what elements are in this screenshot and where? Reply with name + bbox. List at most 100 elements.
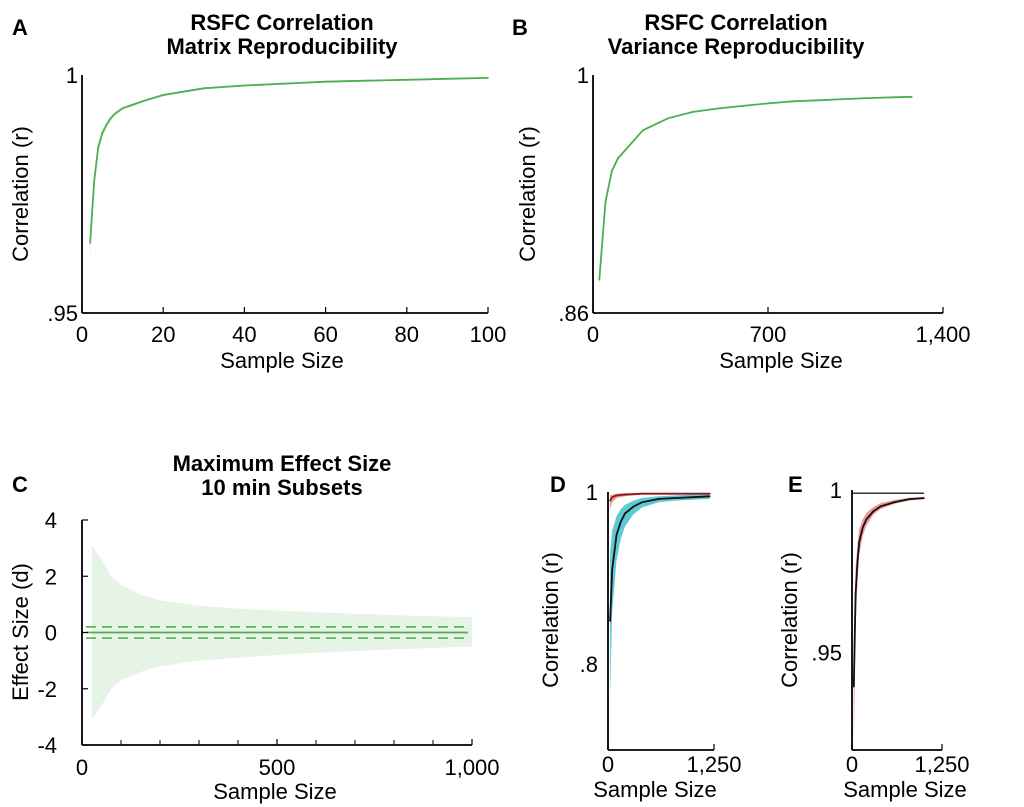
data-point [658, 498, 660, 500]
chart-title-line: Maximum Effect Size [173, 451, 392, 476]
series-band [610, 494, 710, 699]
x-tick-label: 100 [470, 322, 507, 347]
x-tick-label: 1,400 [915, 322, 970, 347]
chart-title-line: Variance Reproducibility [608, 34, 866, 59]
data-point [792, 100, 794, 103]
data-point [642, 129, 644, 132]
x-tick-label: 0 [846, 752, 858, 777]
series-line [89, 77, 489, 244]
data-point [880, 505, 882, 508]
data-point [101, 132, 104, 134]
series-band [90, 77, 488, 262]
panel-letter: D [550, 472, 566, 497]
data-point [113, 113, 116, 115]
data-point [615, 534, 618, 536]
data-point [624, 493, 626, 496]
data-point [632, 505, 635, 508]
data-point [675, 492, 677, 495]
x-tick-label: 1,000 [444, 755, 499, 780]
data-point [243, 84, 246, 87]
data-point [487, 77, 489, 79]
data-point [867, 97, 869, 99]
panel-e: E 0 1,250 .95 1 Sample Size Correlation (r) [777, 472, 970, 802]
y-tick-label: .95 [811, 641, 842, 666]
x-axis-label: Sample Size [213, 779, 337, 804]
data-point [817, 99, 819, 102]
data-point [609, 499, 611, 502]
panel-letter: A [12, 15, 28, 40]
x-tick-label: 0 [76, 755, 88, 780]
data-point [865, 518, 868, 521]
panel-letter: E [788, 472, 803, 497]
x-tick-label: 0 [602, 752, 614, 777]
y-tick-label: 1 [66, 63, 78, 88]
data-point [97, 146, 100, 149]
x-axis-label: Sample Size [843, 777, 967, 802]
data-point [604, 200, 607, 203]
data-point [324, 80, 327, 83]
x-tick-label: 0 [587, 322, 599, 347]
data-point [284, 82, 286, 85]
data-point [742, 105, 744, 107]
y-tick-label: 4 [45, 508, 57, 533]
data-point [615, 494, 618, 497]
data-point [667, 117, 669, 120]
data-point [692, 111, 694, 113]
x-tick-label: 500 [259, 755, 296, 780]
x-axis-label: Sample Size [220, 348, 344, 373]
x-tick-label: 0 [76, 322, 88, 347]
y-axis-label: Correlation (r) [8, 126, 33, 262]
data-point [365, 79, 368, 82]
panel-d: D 0 1,250 .8 1 Sample Size Correlation (r) [538, 472, 742, 802]
chart-title-line: RSFC Correlation [190, 10, 373, 35]
data-point [692, 492, 694, 495]
data-point [858, 541, 860, 543]
data-point [446, 78, 449, 80]
data-point [617, 157, 619, 160]
data-point [842, 98, 844, 100]
series-band [599, 96, 912, 292]
data-point [856, 562, 859, 564]
y-tick-label: -4 [37, 733, 57, 758]
data-point [894, 501, 896, 503]
data-point [717, 107, 719, 110]
y-tick-label: 0 [45, 621, 57, 646]
x-axis-label: Sample Size [719, 348, 843, 373]
x-tick-label: 1,250 [914, 752, 969, 777]
data-point [658, 492, 660, 495]
data-point [910, 95, 913, 98]
x-tick-label: 20 [151, 322, 175, 347]
x-tick-label: 40 [232, 322, 256, 347]
data-point [708, 492, 711, 495]
data-point [708, 495, 711, 498]
data-point [610, 170, 613, 172]
series-band [853, 496, 924, 747]
data-point [624, 512, 626, 515]
x-tick-label: 700 [750, 322, 787, 347]
data-point [641, 492, 643, 495]
data-point [598, 279, 601, 281]
data-point [203, 87, 205, 90]
y-tick-label: 1 [830, 478, 842, 503]
data-point [406, 78, 408, 81]
y-tick-label: 2 [45, 564, 57, 589]
data-point [619, 521, 622, 523]
data-point [641, 501, 643, 504]
data-point [854, 593, 857, 595]
data-point [609, 620, 611, 622]
chart-title-line: Matrix Reproducibility [166, 34, 398, 59]
data-point [853, 685, 855, 688]
data-point [611, 568, 614, 571]
panel-letter: C [12, 472, 28, 497]
data-point [862, 526, 864, 529]
data-point [142, 100, 144, 102]
data-point [162, 94, 164, 96]
data-point [872, 510, 875, 512]
data-point [109, 117, 112, 120]
series-line [609, 495, 710, 622]
chart-title-line: 10 min Subsets [201, 475, 362, 500]
data-point [908, 498, 911, 500]
